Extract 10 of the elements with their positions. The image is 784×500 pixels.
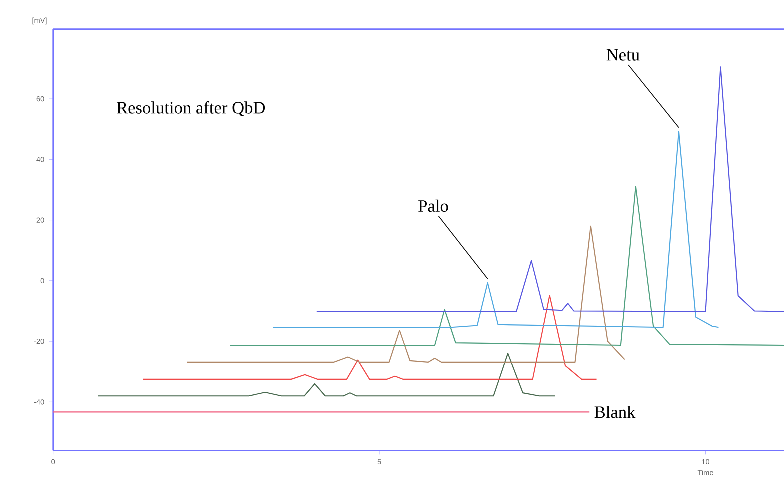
line-series: [98, 353, 556, 397]
annotation: Resolution after QbD: [117, 101, 266, 116]
line-series: [142, 295, 598, 380]
line-series: [230, 186, 784, 346]
annotation: Palo: [418, 200, 448, 212]
line-series: [186, 226, 626, 363]
line-series: [316, 66, 784, 312]
annotation: Netu: [606, 49, 640, 61]
series-label: Blank: [594, 406, 636, 418]
line-series: [272, 131, 720, 328]
